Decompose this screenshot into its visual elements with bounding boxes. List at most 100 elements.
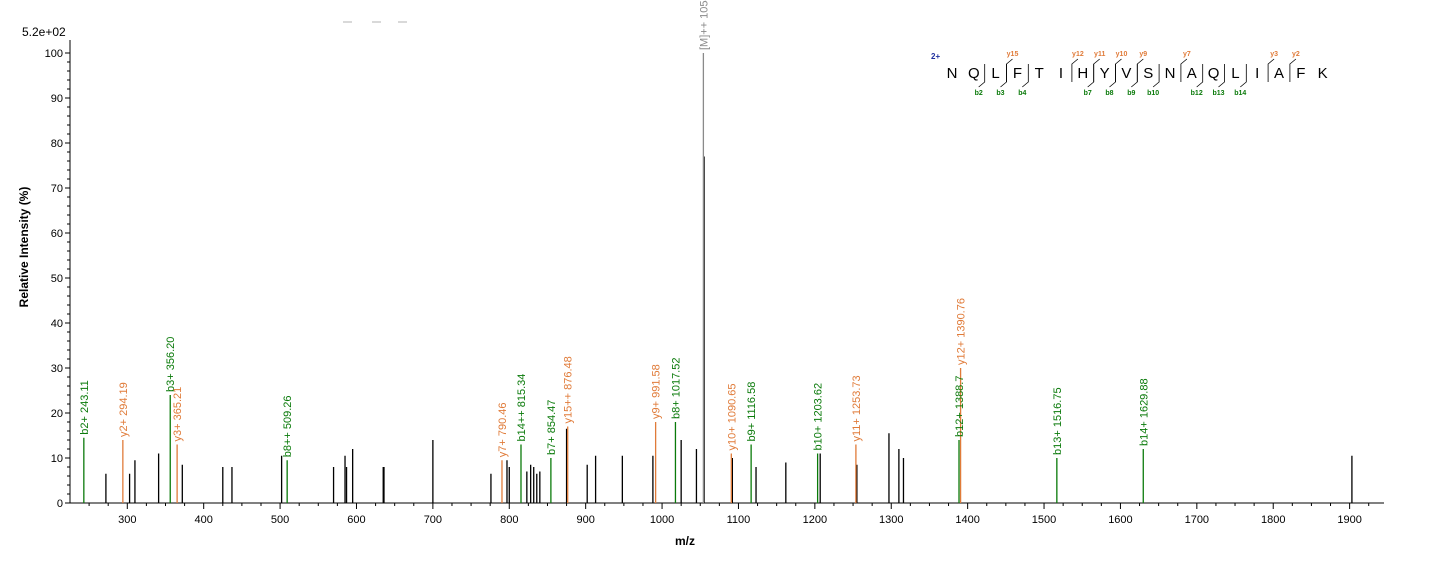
y-ion-cleavage-mark — [1071, 58, 1079, 82]
x-tick-label: 1000 — [650, 514, 674, 526]
b-ion-label: b14 — [1234, 90, 1246, 97]
y-tick-label: 0 — [57, 498, 63, 510]
b-ion-label: b4 — [1018, 90, 1026, 97]
b-ion-cleavage-mark — [1240, 64, 1247, 88]
y-ion-label: y12 — [1072, 51, 1084, 58]
y-ion-cleavage-mark — [1136, 58, 1144, 82]
peak-label: [M]++ 1054.09 — [698, 0, 710, 50]
sequence-residue: N — [1165, 65, 1176, 82]
x-tick-label: 300 — [118, 514, 136, 526]
b-ion-label: b2 — [975, 90, 983, 97]
sequence-residue: N — [947, 65, 958, 82]
y-tick-label: 80 — [51, 138, 63, 150]
y-ion-cleavage-mark — [1006, 58, 1013, 82]
peak-label: b10+ 1203.62 — [813, 383, 825, 451]
sequence-residue: I — [1059, 65, 1063, 82]
b-ion-label: b7 — [1084, 90, 1092, 97]
peak-label: b2+ 243.11 — [79, 380, 91, 435]
peak-label: b12+ 1388.7 — [954, 376, 966, 437]
peak-label: b14+ 1629.88 — [1138, 378, 1150, 446]
sequence-residue: V — [1121, 65, 1131, 82]
x-axis: 300 400 500 600 700 800 900 1000 1100 1200 1300 140… — [70, 502, 1384, 526]
y-ion-label: y11 — [1094, 51, 1105, 58]
peak-label: y10+ 1090.65 — [726, 384, 738, 451]
x-tick-label: 1700 — [1185, 514, 1209, 526]
x-axis-title: m/z — [675, 534, 695, 548]
b-ion-cleavage-mark — [1000, 64, 1007, 88]
y-tick-label: 20 — [51, 408, 63, 420]
y-ion-cleavage-mark — [1267, 58, 1275, 82]
b-ion-cleavage-mark — [1152, 64, 1160, 88]
x-tick-label: 1500 — [1032, 514, 1056, 526]
sequence-residue: K — [1318, 65, 1328, 82]
sequence-residue: S — [1143, 65, 1153, 82]
sequence-residue: L — [1231, 65, 1239, 82]
sequence-residue: I — [1255, 65, 1259, 82]
peak-label: y12+ 1390.76 — [956, 298, 968, 365]
x-tick-label: 1100 — [727, 514, 751, 526]
peak-label: b7+ 854.47 — [546, 400, 558, 455]
b-ion-cleavage-mark — [1022, 64, 1029, 88]
b-ion-label: b8 — [1105, 90, 1113, 97]
b-ion-cleavage-mark — [978, 64, 986, 88]
y-tick-label: 70 — [51, 183, 63, 195]
sequence-residue: F — [1296, 65, 1305, 82]
sequence-residue: F — [1013, 65, 1022, 82]
y-tick-label: 50 — [51, 273, 63, 285]
x-tick-label: 1400 — [955, 514, 979, 526]
sequence-residue: Q — [1208, 65, 1220, 82]
y-ion-label: y9 — [1139, 51, 1147, 58]
y-axis-title: Relative Intensity (%) — [17, 187, 31, 308]
x-tick-label: 500 — [271, 514, 289, 526]
y-ion-cleavage-mark — [1289, 58, 1297, 82]
sequence-residue: T — [1035, 65, 1044, 82]
peaks — [83, 53, 1353, 503]
b-ion-cleavage-mark — [1087, 64, 1095, 88]
b-ion-label: b3 — [996, 90, 1004, 97]
y-ion-cleavage-mark — [1093, 58, 1100, 82]
peak-label: b3+ 356.20 — [165, 337, 177, 392]
y-tick-label: 100 — [45, 48, 63, 60]
x-tick-label: 400 — [195, 514, 213, 526]
peak-label: y3+ 365.21 — [172, 387, 184, 442]
y-ion-label: y2 — [1292, 51, 1300, 58]
b-ion-label: b10 — [1147, 90, 1159, 97]
b-ion-cleavage-mark — [1196, 64, 1204, 88]
b-ion-cleavage-mark — [1218, 64, 1225, 88]
peak-label: y9+ 991.58 — [651, 364, 663, 419]
y-ion-label: y15 — [1007, 51, 1019, 58]
y-ion-cleavage-mark — [1115, 58, 1122, 82]
sequence-residue: Q — [968, 65, 980, 82]
b-ion-label: b9 — [1127, 90, 1135, 97]
x-tick-label: 600 — [347, 514, 365, 526]
sequence-residue: A — [1187, 65, 1197, 82]
sequence-residue: L — [991, 65, 999, 82]
y-axis: 0 10 20 30 40 50 60 70 80 90 100 — [45, 40, 71, 510]
x-tick-label: 1200 — [803, 514, 827, 526]
sequence-coverage: 2+ N Q L F T I H Y V S N A Q L I A F Kb2 b3 b4 b7 b8 b9 b10 b12 b… — [931, 51, 1328, 97]
peak-label: b13+ 1516.75 — [1052, 387, 1064, 455]
y-ion-label: y7 — [1183, 51, 1191, 58]
x-tick-label: 800 — [500, 514, 518, 526]
b-ion-label: b12 — [1191, 90, 1203, 97]
charge-label: 2+ — [931, 52, 940, 61]
x-tick-label: 700 — [424, 514, 442, 526]
sequence-residue: Y — [1100, 65, 1110, 82]
sequence-residue: H — [1077, 65, 1088, 82]
b-ion-cleavage-mark — [1131, 64, 1138, 88]
peak-label: y7+ 790.46 — [497, 403, 509, 458]
peak-label: b9+ 1116.58 — [746, 382, 758, 442]
peak-label: y15++ 876.48 — [563, 356, 575, 423]
x-tick-label: 1800 — [1261, 514, 1285, 526]
intensity-scale-label: 5.2e+02 — [22, 25, 66, 39]
peak-label: y2+ 294.19 — [118, 382, 130, 437]
x-tick-label: 1300 — [879, 514, 903, 526]
y-ion-label: y10 — [1116, 51, 1128, 58]
peak-label: b8+ 1017.52 — [670, 358, 682, 419]
x-tick-label: 1600 — [1108, 514, 1132, 526]
y-ion-label: y3 — [1270, 51, 1278, 58]
peak-label: b8++ 509.26 — [282, 395, 294, 457]
y-tick-label: 90 — [51, 93, 63, 105]
